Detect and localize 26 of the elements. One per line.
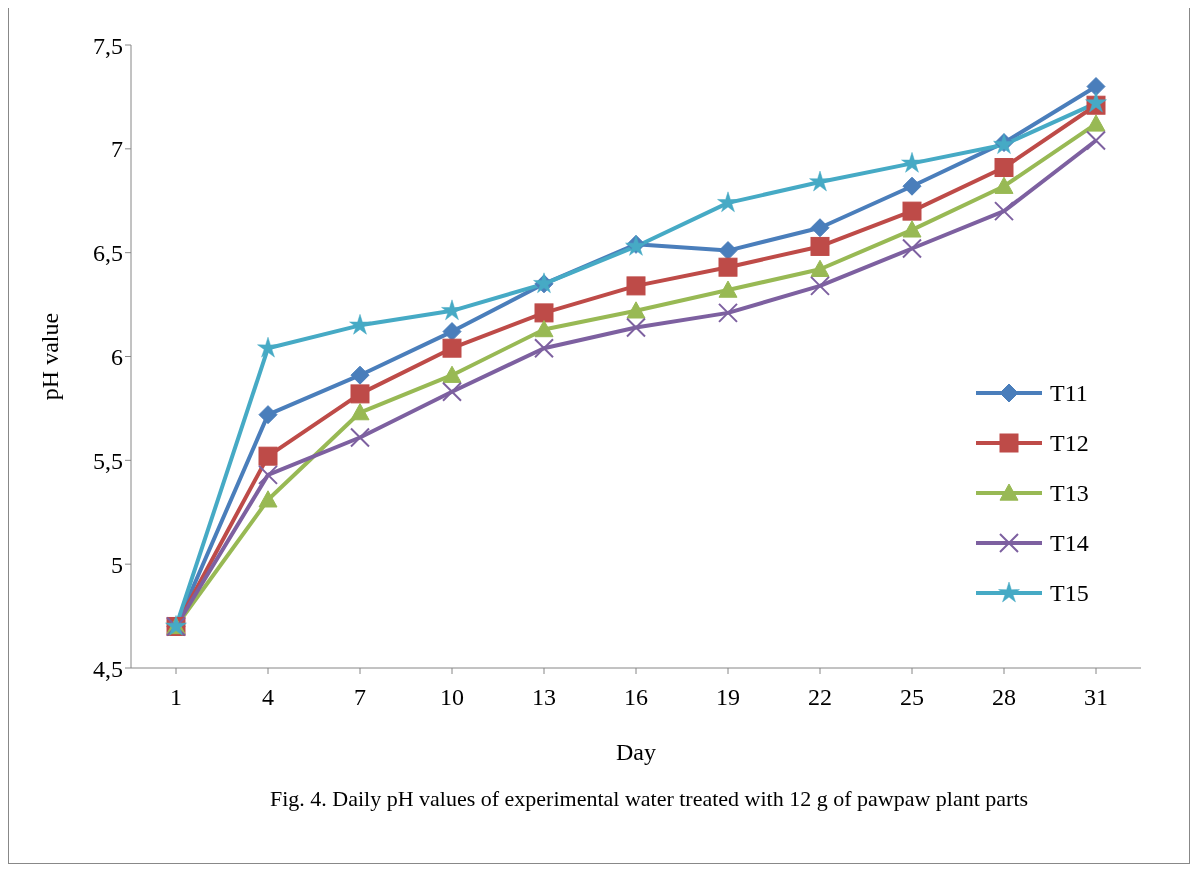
y-tick-label: 7 (111, 136, 123, 163)
y-tick-label: 7,5 (93, 32, 123, 59)
y-tick-label: 5 (111, 551, 123, 578)
x-tick-label: 22 (808, 684, 832, 711)
y-axis-title: pH value (36, 312, 63, 401)
y-tick-label: 5,5 (93, 447, 123, 474)
x-tick-label: 16 (624, 684, 648, 711)
x-tick-label: 31 (1084, 684, 1108, 711)
legend-label: T13 (1050, 479, 1089, 507)
x-tick-label: 1 (170, 684, 182, 711)
x-tick-label: 7 (354, 684, 366, 711)
x-tick-label: 28 (992, 684, 1016, 711)
x-tick-label: 25 (900, 684, 924, 711)
x-tick-label: 13 (532, 684, 556, 711)
legend-label: T15 (1050, 579, 1089, 607)
x-tick-label: 10 (440, 684, 464, 711)
legend-label: T14 (1050, 529, 1089, 557)
y-tick-label: 4,5 (93, 655, 123, 682)
legend-label: T12 (1050, 429, 1089, 457)
y-tick-label: 6 (111, 344, 123, 371)
x-tick-label: 4 (262, 684, 274, 711)
x-axis-title: Day (616, 739, 656, 765)
legend-label: T11 (1050, 379, 1088, 407)
y-tick-label: 6,5 (93, 240, 123, 267)
text: Fig. 4. Daily pH values of experimental water treated with 12 g of pawpaw plant parts (268, 785, 1030, 813)
x-tick-label: 19 (716, 684, 740, 711)
